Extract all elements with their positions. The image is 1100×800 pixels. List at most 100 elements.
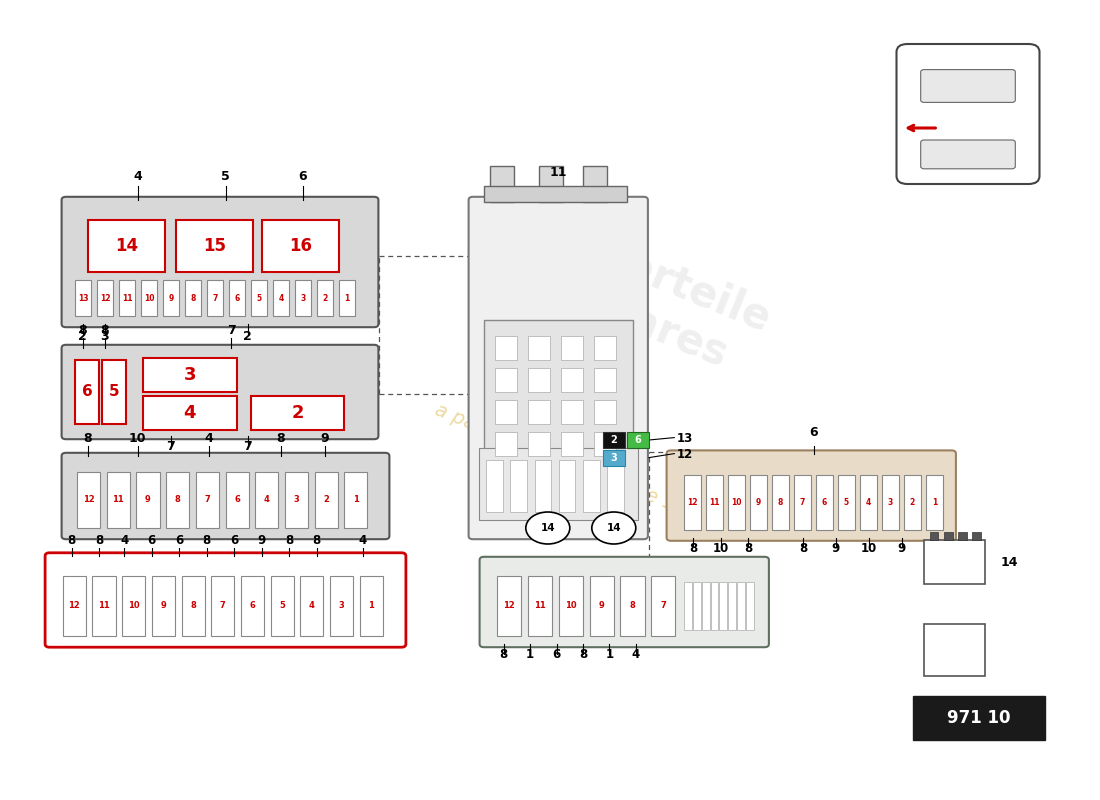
Text: a passion for parts since 1985: a passion for parts since 1985 bbox=[432, 400, 712, 528]
Bar bbox=[176, 220, 253, 272]
Text: 7: 7 bbox=[212, 294, 218, 302]
Text: 971 10: 971 10 bbox=[947, 709, 1011, 727]
Text: 13: 13 bbox=[78, 294, 88, 302]
Bar bbox=[285, 472, 308, 528]
FancyBboxPatch shape bbox=[469, 197, 648, 539]
FancyBboxPatch shape bbox=[921, 140, 1015, 169]
Bar bbox=[535, 460, 551, 512]
Bar bbox=[330, 576, 353, 636]
Text: 8: 8 bbox=[499, 648, 508, 662]
Bar bbox=[478, 448, 638, 520]
Text: 7: 7 bbox=[227, 323, 235, 337]
Bar bbox=[972, 532, 981, 540]
Text: 10: 10 bbox=[128, 602, 140, 610]
Bar bbox=[559, 460, 575, 512]
Bar bbox=[119, 280, 135, 316]
Text: 4: 4 bbox=[866, 498, 871, 507]
Text: 2: 2 bbox=[243, 330, 252, 343]
Bar bbox=[561, 336, 583, 360]
Bar bbox=[484, 186, 627, 202]
Text: 9: 9 bbox=[898, 542, 906, 555]
Text: 11: 11 bbox=[98, 602, 110, 610]
Text: 7: 7 bbox=[243, 440, 252, 454]
Text: 11: 11 bbox=[710, 498, 719, 507]
Text: 2: 2 bbox=[78, 330, 87, 343]
Bar bbox=[229, 280, 245, 316]
Text: 3: 3 bbox=[610, 453, 617, 462]
Bar bbox=[495, 400, 517, 424]
Text: 8: 8 bbox=[84, 431, 92, 445]
Text: 9: 9 bbox=[756, 498, 761, 507]
Bar bbox=[497, 576, 521, 636]
Bar bbox=[561, 432, 583, 456]
Text: 16: 16 bbox=[289, 237, 311, 255]
Text: 10: 10 bbox=[144, 294, 154, 302]
Bar bbox=[300, 576, 323, 636]
Text: 7: 7 bbox=[205, 495, 210, 505]
Bar bbox=[528, 432, 550, 456]
Bar bbox=[746, 582, 754, 630]
Bar bbox=[182, 576, 205, 636]
Bar bbox=[583, 166, 607, 202]
Bar bbox=[583, 460, 600, 512]
Bar bbox=[495, 368, 517, 392]
Text: 3: 3 bbox=[294, 495, 299, 505]
Bar bbox=[772, 475, 789, 530]
Bar bbox=[728, 582, 736, 630]
Text: 7: 7 bbox=[660, 602, 667, 610]
Bar bbox=[958, 532, 967, 540]
Text: 10: 10 bbox=[713, 542, 728, 555]
Bar bbox=[484, 320, 632, 464]
Bar bbox=[594, 336, 616, 360]
Text: 7: 7 bbox=[166, 440, 175, 454]
Text: 3: 3 bbox=[888, 498, 893, 507]
Bar bbox=[295, 280, 311, 316]
Text: 8: 8 bbox=[799, 542, 807, 555]
Text: 2: 2 bbox=[292, 404, 304, 422]
FancyBboxPatch shape bbox=[896, 44, 1040, 184]
Bar bbox=[226, 472, 249, 528]
Bar bbox=[185, 280, 201, 316]
Text: 9: 9 bbox=[257, 534, 266, 547]
Text: 5: 5 bbox=[221, 170, 230, 183]
Text: 7: 7 bbox=[220, 602, 225, 610]
Bar bbox=[143, 358, 236, 392]
Text: 3: 3 bbox=[300, 294, 306, 302]
Bar bbox=[926, 475, 943, 530]
Text: 2: 2 bbox=[322, 294, 328, 302]
FancyBboxPatch shape bbox=[667, 450, 956, 541]
Bar bbox=[737, 582, 745, 630]
Text: 14: 14 bbox=[540, 523, 556, 533]
Text: 4: 4 bbox=[120, 534, 129, 547]
Bar bbox=[528, 576, 552, 636]
Text: 2: 2 bbox=[910, 498, 915, 507]
Bar bbox=[196, 472, 219, 528]
Text: 4: 4 bbox=[278, 294, 284, 302]
Bar bbox=[107, 472, 130, 528]
Text: 2: 2 bbox=[610, 435, 617, 445]
Bar bbox=[838, 475, 855, 530]
Text: 6: 6 bbox=[147, 534, 156, 547]
Text: 10: 10 bbox=[565, 602, 576, 610]
Bar bbox=[590, 576, 614, 636]
Bar bbox=[706, 475, 723, 530]
Bar bbox=[924, 624, 984, 676]
Bar bbox=[904, 475, 921, 530]
Bar bbox=[794, 475, 811, 530]
Text: 10: 10 bbox=[732, 498, 741, 507]
Bar bbox=[88, 220, 165, 272]
Text: 6: 6 bbox=[250, 602, 255, 610]
FancyBboxPatch shape bbox=[62, 197, 378, 327]
Bar bbox=[594, 368, 616, 392]
Text: 6: 6 bbox=[175, 534, 184, 547]
Bar bbox=[627, 432, 649, 448]
Text: 1: 1 bbox=[368, 602, 374, 610]
Bar bbox=[607, 460, 624, 512]
Text: 10: 10 bbox=[861, 542, 877, 555]
Bar bbox=[561, 368, 583, 392]
Bar bbox=[528, 336, 550, 360]
Text: 12: 12 bbox=[82, 495, 95, 505]
Text: 12: 12 bbox=[68, 602, 80, 610]
Text: 6: 6 bbox=[230, 534, 239, 547]
Bar bbox=[944, 532, 953, 540]
